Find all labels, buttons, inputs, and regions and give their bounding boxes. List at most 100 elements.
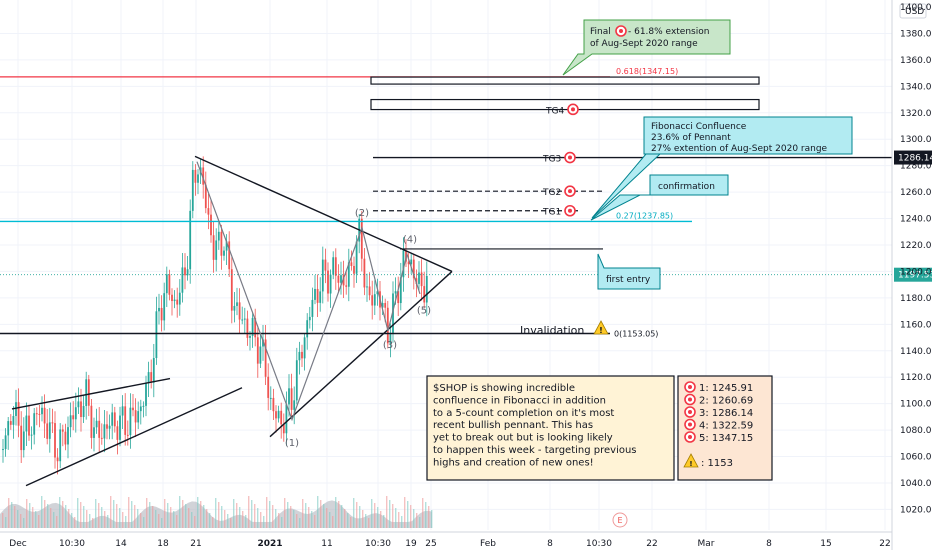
volume-bar — [413, 509, 415, 528]
volume-bar — [320, 500, 322, 528]
volume-bar — [359, 506, 361, 528]
volume-bar — [386, 496, 388, 528]
candle-body — [425, 275, 428, 303]
candle-body — [259, 346, 262, 364]
top-price-label: 1400.00 — [900, 3, 932, 13]
volume-bar — [398, 512, 400, 528]
fib-conf-line1: Fibonacci Confluence — [651, 122, 747, 132]
candle-body — [171, 294, 173, 302]
first-entry-box — [597, 253, 661, 290]
levels: 0.618(1347.15) 0.27(1237.85) 0(1153.05) 128… — [0, 67, 932, 339]
x-tick-label: 2021 — [257, 539, 282, 549]
target-icon-tg2 — [564, 185, 576, 197]
candle-body — [220, 231, 223, 256]
volume-bar — [299, 518, 301, 528]
fib-618-label: 0.618(1347.15) — [616, 67, 678, 76]
candle-body — [230, 269, 233, 311]
candle-body — [48, 422, 51, 439]
candle-body — [285, 404, 288, 434]
candle-body — [238, 302, 241, 320]
annotations: TG1 TG2 TG3 TG4 Final - 61.8% extension of Au… — [426, 19, 853, 528]
candle-body — [212, 235, 215, 260]
candle-body — [366, 286, 368, 288]
targets-list-icon — [684, 431, 696, 443]
targets-list-item: 2: 1260.69 — [699, 396, 753, 407]
volume-bar — [380, 511, 382, 528]
volume-bar — [44, 500, 46, 528]
candle-body — [236, 302, 238, 306]
candle-body — [160, 307, 163, 321]
candle-body — [90, 405, 93, 438]
candle-body — [59, 429, 62, 462]
candle-body — [64, 431, 67, 445]
volume-bar — [155, 510, 157, 528]
x-tick-label: 21 — [190, 539, 201, 549]
candle-body — [342, 275, 345, 286]
candle-body — [280, 410, 283, 425]
summary-note-line: to a 5-count completion on it's most — [433, 408, 614, 419]
candle-body — [233, 305, 236, 311]
volume-bar — [347, 513, 349, 528]
candle-body — [41, 407, 43, 415]
targets-list-item: 3: 1286.14 — [699, 408, 753, 419]
channel-lower — [25, 387, 243, 487]
volume-bar — [263, 516, 265, 528]
volume-bar — [305, 503, 307, 528]
invalidation-label: Invalidation — [520, 324, 584, 337]
candle-body — [373, 294, 376, 306]
volume-bar — [203, 505, 205, 528]
volume-bar — [212, 517, 214, 528]
final-callout-line1: Final — [590, 27, 611, 37]
candle-body — [217, 231, 220, 241]
candle-body — [381, 302, 384, 308]
targets-list-icon — [684, 393, 696, 406]
summary-note-box — [426, 375, 675, 481]
candle-body — [124, 406, 127, 435]
wave-label: (2) — [355, 208, 369, 219]
candle-body — [402, 250, 405, 278]
volume-bar — [59, 497, 61, 528]
volume-bar — [23, 518, 25, 528]
volume-bar — [407, 501, 409, 528]
candle-body — [334, 257, 337, 276]
y-tick-label: 1380.00 — [900, 29, 932, 39]
y-tick-label: 1140.00 — [900, 347, 932, 357]
candle-body — [204, 184, 207, 209]
candle-body — [293, 400, 296, 410]
wave-label: (5) — [417, 306, 431, 317]
fib-conf-line2: 23.6% of Pennant — [651, 133, 731, 143]
candle-body — [178, 292, 181, 305]
candle-body — [158, 307, 160, 312]
x-tick-label: 18 — [157, 539, 169, 549]
candle-body — [371, 295, 374, 306]
x-tick-label: 8 — [547, 539, 553, 549]
volume-bar — [197, 497, 199, 528]
volume-bar — [392, 504, 394, 528]
target-icon-center — [688, 435, 692, 439]
y-tick-label: 1120.00 — [900, 373, 932, 383]
current-price-tag — [894, 267, 932, 282]
target-label-tg4: TG4 — [545, 106, 564, 116]
volume-bar — [410, 505, 412, 528]
candle-body — [298, 351, 301, 361]
candle-body — [420, 272, 423, 287]
candle-body — [80, 401, 82, 418]
summary-note-line: highs and creation of new ones! — [433, 457, 594, 468]
candle-body — [139, 406, 142, 412]
x-tick-label: 19 — [405, 539, 417, 549]
volume-bar — [101, 507, 103, 528]
candle-body — [184, 267, 186, 276]
candle-body — [67, 427, 69, 445]
x-tick-label: Feb — [480, 539, 496, 549]
candle-body — [264, 339, 267, 377]
candle-body — [399, 277, 402, 304]
first-entry-text: first entry — [606, 275, 651, 285]
targets-list-item: 1: 1245.91 — [699, 383, 753, 394]
candle-body — [142, 405, 145, 407]
target-icon-center — [571, 107, 575, 112]
candle-body — [303, 337, 306, 359]
candle-body — [321, 259, 324, 292]
volume-bar — [227, 514, 229, 528]
volume-bar — [158, 514, 160, 528]
list-warning-mark: ! — [689, 460, 692, 468]
